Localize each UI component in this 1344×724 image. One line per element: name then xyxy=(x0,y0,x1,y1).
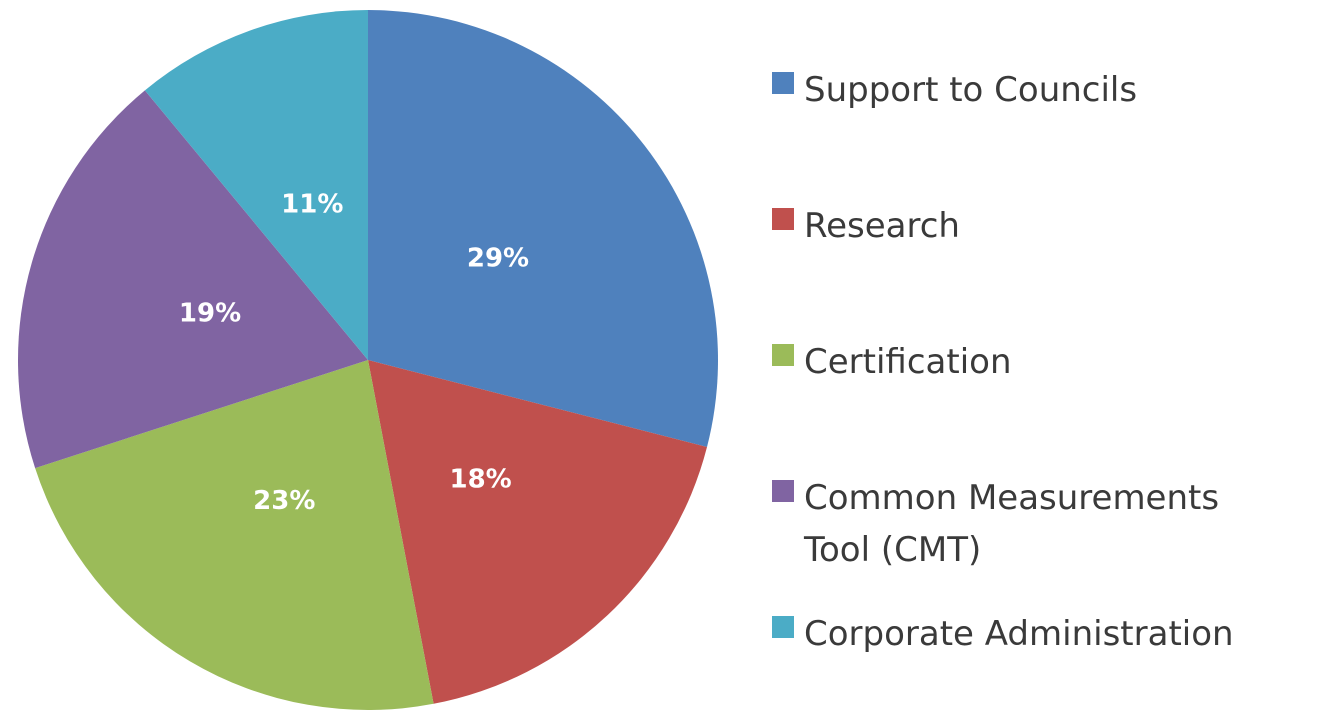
legend-swatch xyxy=(772,208,794,230)
legend-label: Research xyxy=(804,206,960,246)
legend-label: Corporate Administration xyxy=(804,614,1234,654)
slice-value-label-research: 18% xyxy=(449,464,511,494)
pie-slice-common-measurements-tool xyxy=(17,90,368,469)
legend-swatch xyxy=(772,344,794,366)
legend: Support to Councils Research Certificati… xyxy=(772,0,1332,724)
legend-item-research: Research xyxy=(772,200,960,252)
legend-label: Support to Councils xyxy=(804,70,1138,110)
slice-value-label-support-to-councils: 29% xyxy=(467,244,529,274)
pie-slice-corporate-administration xyxy=(144,10,368,360)
pie-slice-certification xyxy=(35,360,434,710)
pie-slices xyxy=(17,10,718,710)
legend-label: Common Measurements Tool (CMT) xyxy=(804,478,1220,570)
legend-swatch xyxy=(772,480,794,502)
slice-value-label-corporate-administration: 11% xyxy=(281,190,343,220)
legend-item-certification: Certification xyxy=(772,336,1012,388)
pie-slice-research xyxy=(368,360,708,704)
legend-swatch xyxy=(772,616,794,638)
pie-slice-support-to-councils xyxy=(368,10,718,448)
legend-item-common-measurements-tool: Common Measurements Tool (CMT) xyxy=(772,472,1254,576)
slice-value-label-common-measurements-tool: 19% xyxy=(179,299,241,329)
legend-label: Certification xyxy=(804,342,1012,382)
legend-swatch xyxy=(772,72,794,94)
legend-item-corporate-administration: Corporate Administration xyxy=(772,608,1234,660)
slice-value-label-certification: 23% xyxy=(253,486,315,516)
pie-value-labels: 29% 18% 23% 19% 11% xyxy=(179,190,529,516)
legend-item-support-to-councils: Support to Councils xyxy=(772,64,1137,116)
pie-chart: 29% 18% 23% 19% 11% xyxy=(17,10,718,710)
